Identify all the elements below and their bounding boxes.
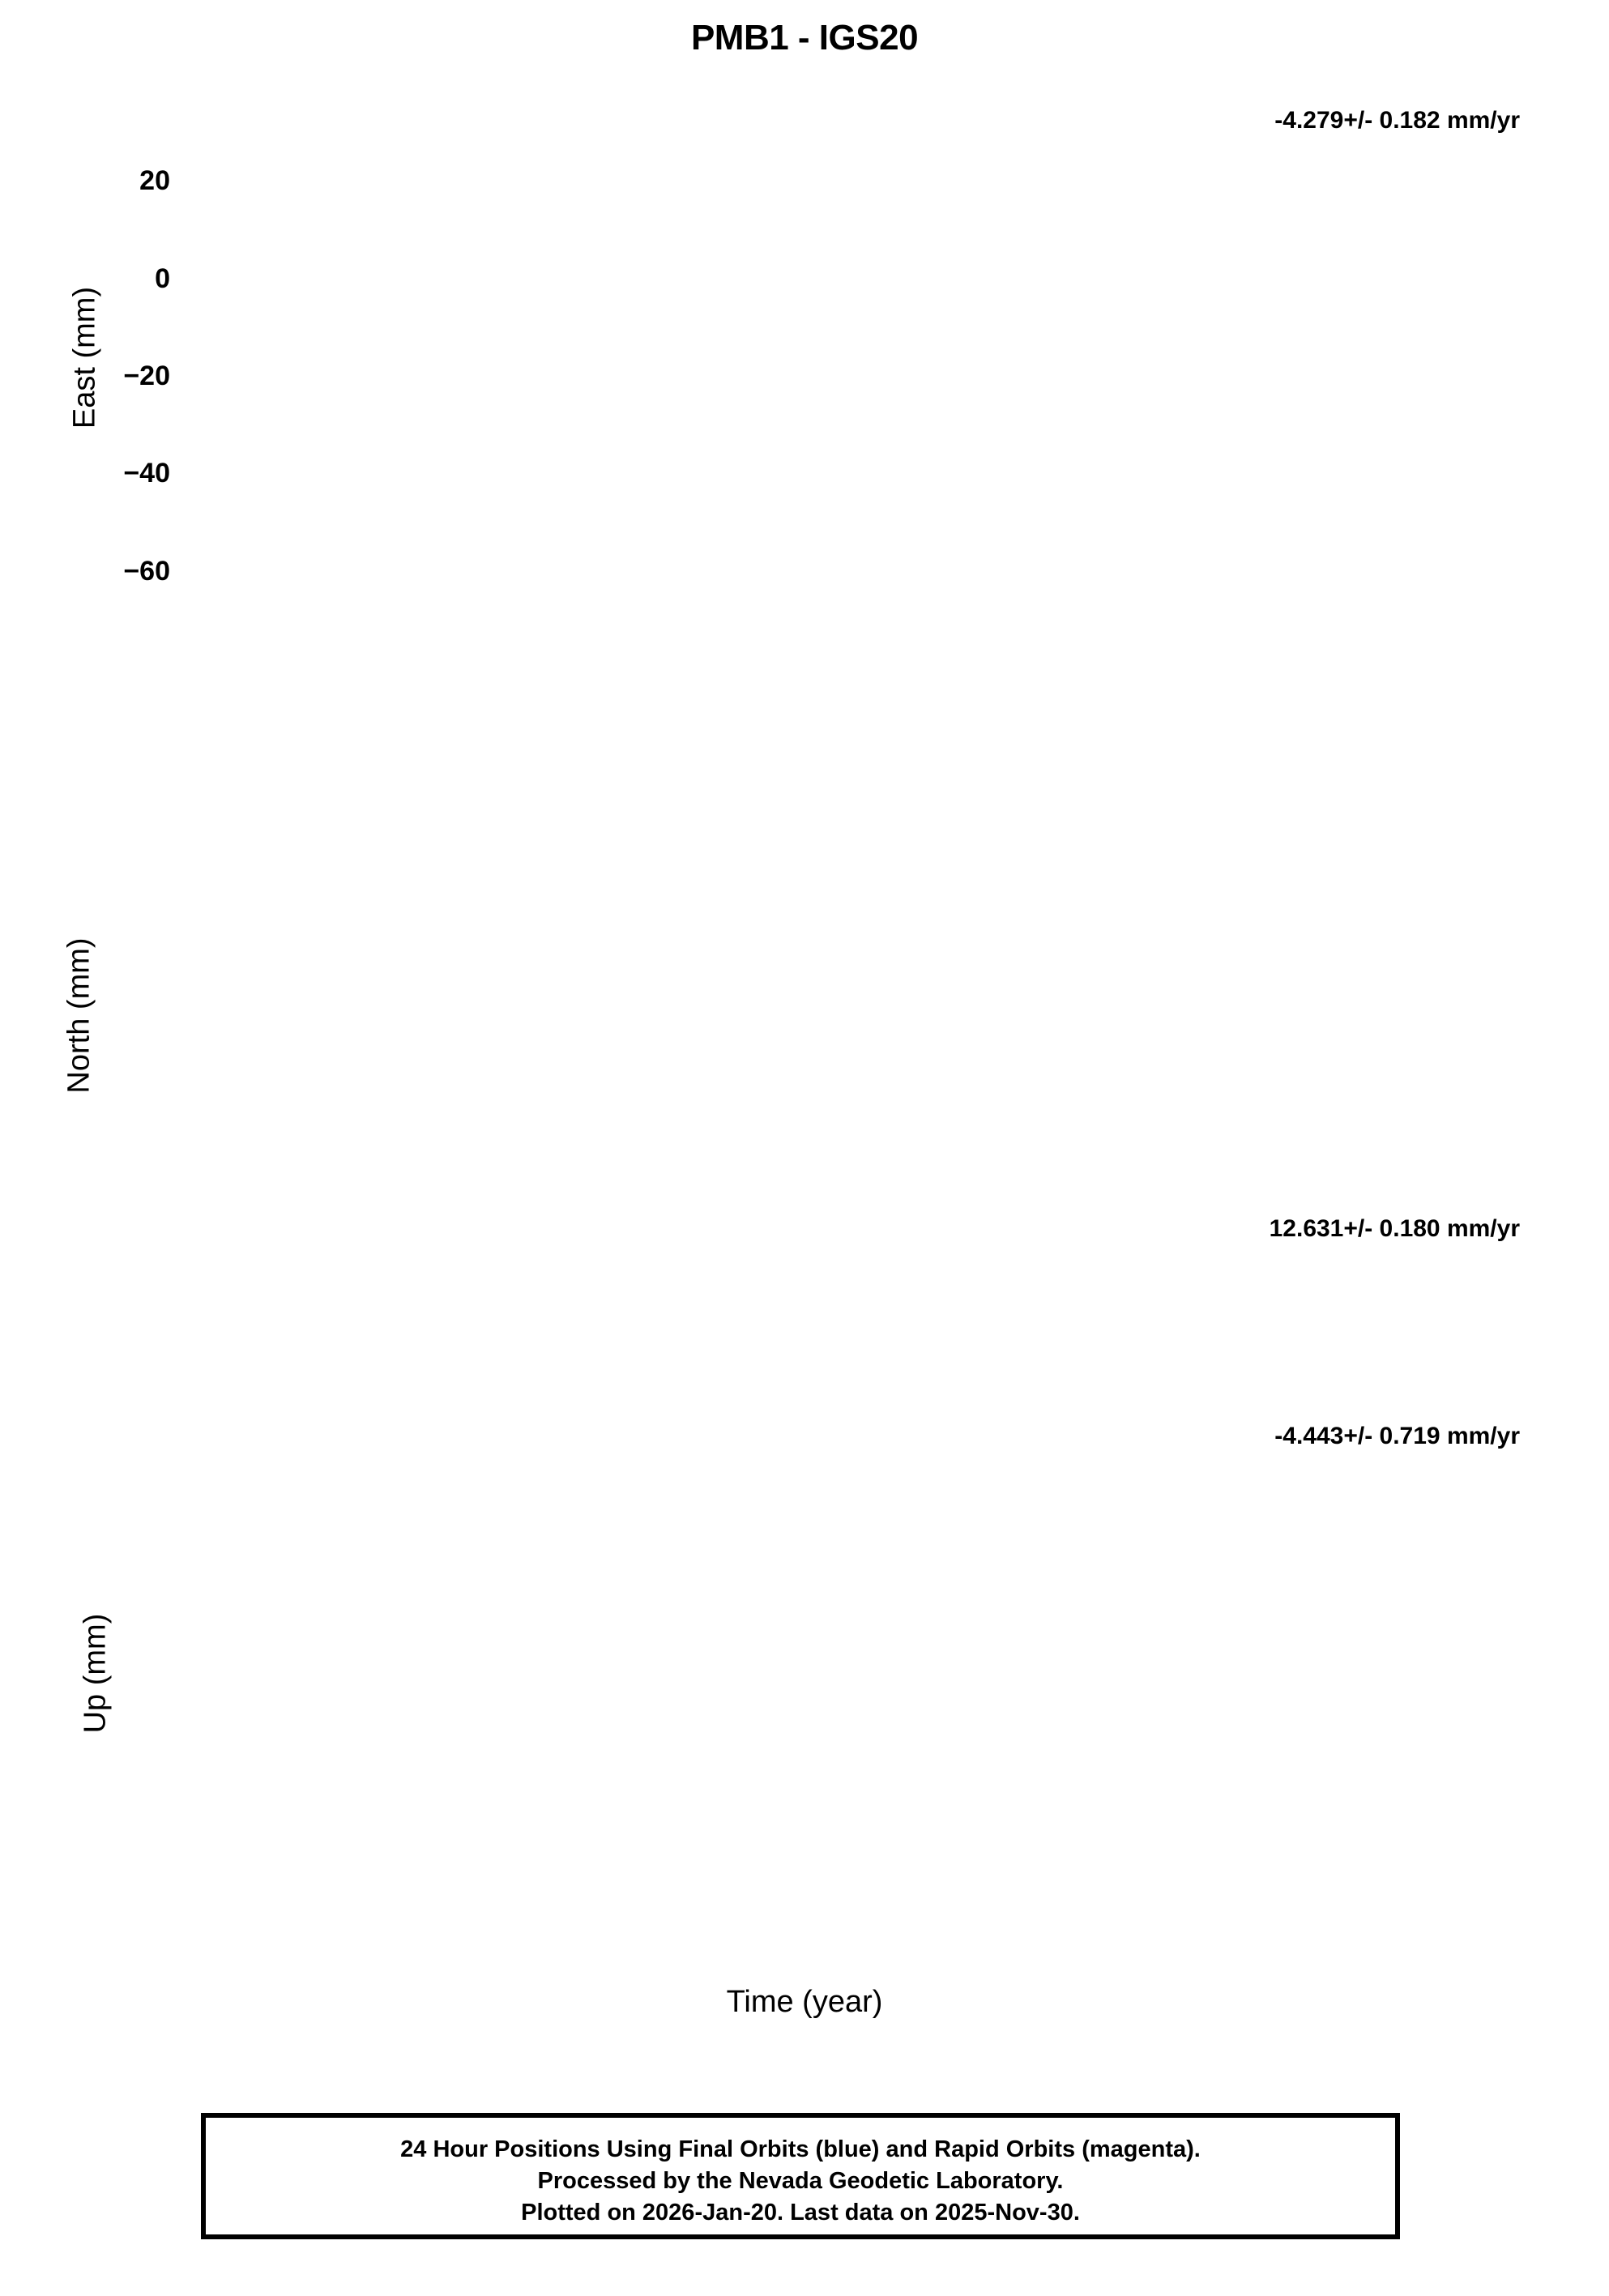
up-plot-svg (201, 1421, 1543, 1928)
panel-east (201, 105, 1543, 612)
up-axis-label: Up (mm) (78, 1613, 113, 1734)
page-title: PMB1 - IGS20 (690, 18, 919, 58)
north-plot-svg (201, 763, 1543, 1270)
north-axis-label: North (mm) (62, 937, 96, 1094)
up-rate-annotation: -4.443+/- 0.719 mm/yr (1274, 1423, 1520, 1449)
y-tick-label: −20 (123, 361, 170, 392)
north-rate-annotation: 12.631+/- 0.180 mm/yr (1269, 1215, 1520, 1242)
caption-line-3: Plotted on 2026-Jan-20. Last data on 202… (521, 2200, 1080, 2226)
panel-north (201, 763, 1543, 1270)
y-tick-label: −40 (123, 458, 170, 489)
panel-up (201, 1421, 1543, 1928)
east-rate-annotation: -4.279+/- 0.182 mm/yr (1274, 107, 1520, 134)
caption-line-1: 24 Hour Positions Using Final Orbits (bl… (400, 2136, 1201, 2162)
y-tick-label: 0 (155, 262, 170, 294)
caption-box: 24 Hour Positions Using Final Orbits (bl… (201, 2113, 1400, 2239)
caption-line-2: Processed by the Nevada Geodetic Laborat… (537, 2168, 1064, 2194)
x-axis-label: Time (year) (726, 1985, 883, 2019)
east-plot-svg (201, 105, 1543, 612)
y-tick-label: 20 (139, 165, 170, 197)
y-tick-label: −60 (123, 555, 170, 587)
